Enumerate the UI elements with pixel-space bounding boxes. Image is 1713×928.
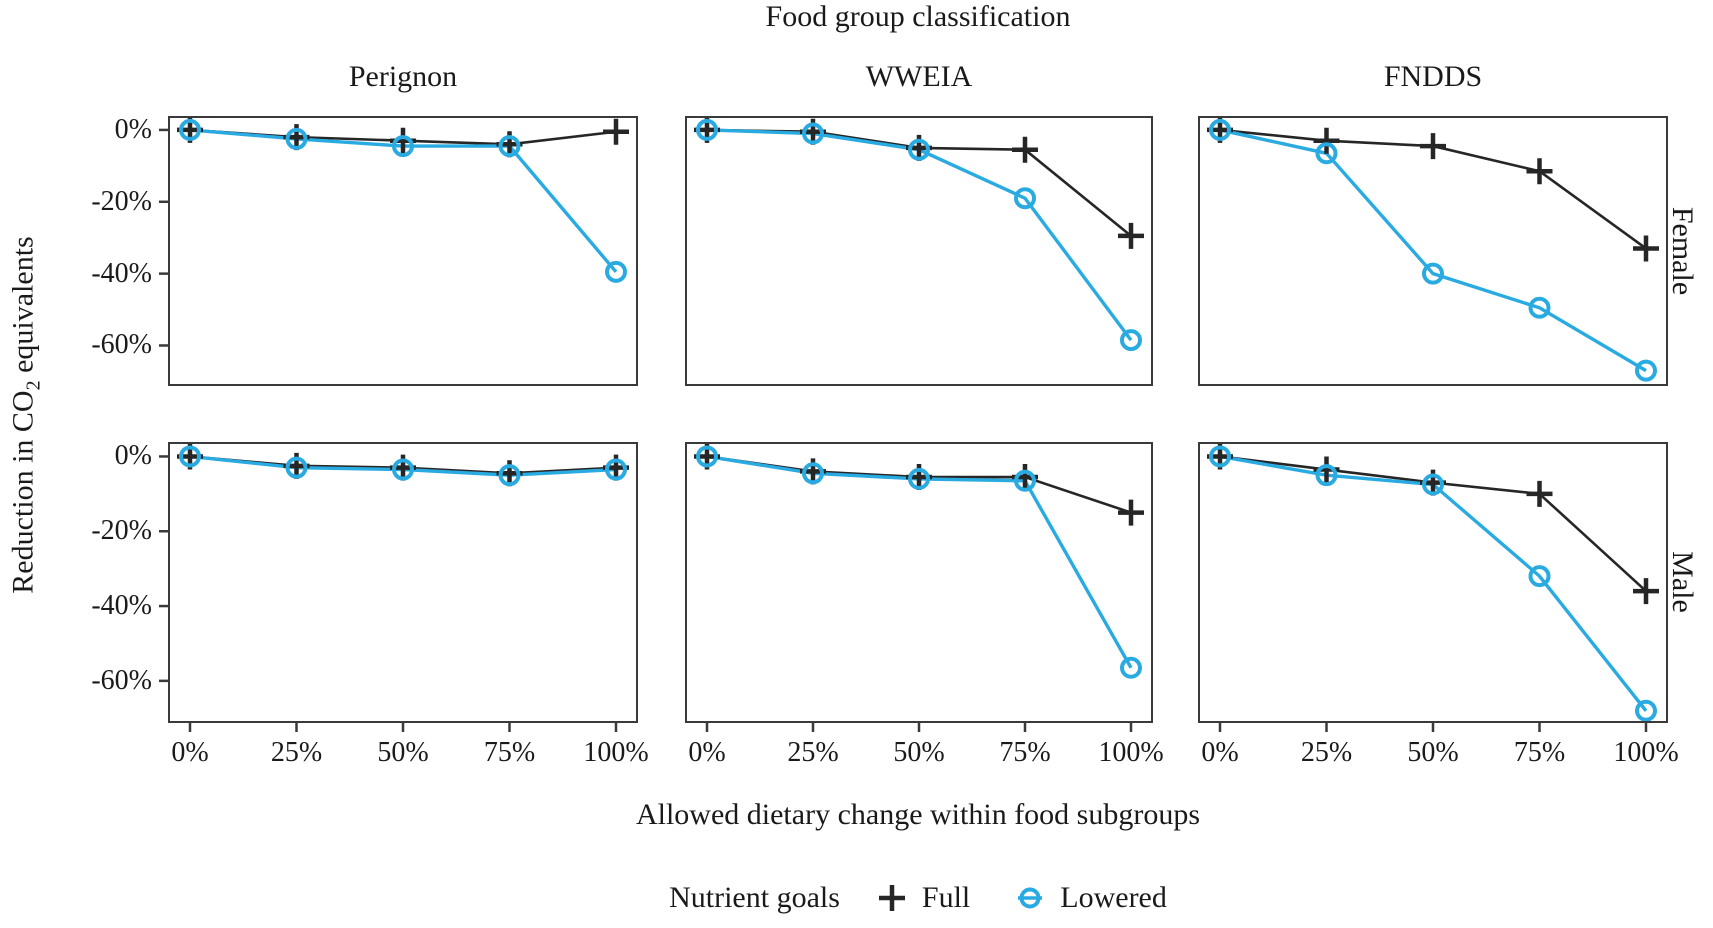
legend-item-label: Full: [921, 881, 971, 914]
lowered-marker: [392, 458, 414, 481]
column-header-perignon: Perignon: [348, 60, 458, 93]
panel-border: [1198, 442, 1668, 723]
y-axis-label-text: Reduction in CO: [6, 390, 40, 594]
lowered-marker: [605, 260, 627, 283]
lowered-marker: [1209, 445, 1231, 468]
legend-title: Nutrient goals: [669, 881, 840, 914]
x-tick-label: 75%: [483, 737, 536, 768]
y-tick-label: -60%: [91, 664, 152, 696]
panel-border: [168, 116, 638, 386]
x-tick-label: 25%: [787, 737, 839, 768]
legend: Nutrient goals Full Lowered: [169, 876, 1667, 920]
lowered-marker: [1635, 359, 1657, 382]
y-tick-label: 0%: [114, 113, 152, 145]
lowered-marker: [1120, 656, 1142, 679]
panel-border: [168, 442, 638, 723]
circle-marker-icon: [1018, 887, 1043, 909]
panel-perignon-male: [159, 442, 638, 732]
row-label-male: Male: [1666, 551, 1699, 613]
chart-title: Food group classification: [765, 0, 1071, 33]
lowered-marker: [1014, 469, 1036, 492]
lowered-marker: [1635, 699, 1657, 722]
y-tick-label: -20%: [91, 515, 152, 547]
x-tick-label: 50%: [893, 737, 945, 768]
x-tick-label: 0%: [171, 737, 209, 768]
full-marker: [1012, 136, 1038, 163]
x-axis-label: Allowed dietary change within food subgr…: [635, 798, 1201, 831]
x-tick-label: 100%: [1613, 737, 1679, 768]
lowered-marker: [696, 445, 718, 468]
x-tick-label: 100%: [1098, 737, 1164, 768]
panel-wweia-female: [685, 116, 1153, 386]
y-tick-label: -20%: [91, 185, 152, 217]
full-marker: [1633, 235, 1659, 262]
full-marker: [1313, 127, 1340, 154]
panel-fndds-female: [1198, 116, 1668, 386]
lowered-marker: [285, 127, 308, 150]
lowered-line: [1219, 128, 1647, 373]
lowered-marker: [1209, 118, 1231, 141]
x-tick-label: 25%: [1300, 737, 1353, 768]
lowered-marker: [1528, 565, 1551, 588]
y-tick-label: -60%: [91, 329, 152, 361]
lowered-marker: [1315, 464, 1338, 487]
x-tick-label: 50%: [377, 737, 429, 768]
full-marker: [1633, 578, 1659, 605]
x-tick-label: 75%: [999, 737, 1051, 768]
lowered-marker: [1422, 262, 1444, 285]
lowered-marker: [1120, 329, 1142, 352]
panel-perignon-female: [159, 116, 638, 386]
lowered-marker: [1014, 187, 1036, 210]
panel-fndds-male: [1198, 442, 1668, 732]
lowered-marker: [179, 118, 201, 141]
lowered-marker: [285, 456, 308, 479]
panel-border: [685, 442, 1153, 723]
full-marker: [1118, 222, 1144, 249]
legend-item-label: Lowered: [1060, 881, 1167, 914]
full-marker: [1526, 480, 1553, 507]
x-tick-label: 0%: [1201, 737, 1239, 768]
legend-key-lowered: Lowered: [1014, 881, 1167, 915]
lowered-marker: [498, 135, 521, 158]
lowered-marker: [696, 118, 718, 141]
legend-key-full: Full: [876, 881, 970, 915]
full-marker: [1526, 158, 1553, 185]
panel-border: [685, 116, 1153, 386]
full-marker: [1420, 133, 1446, 160]
column-header-fndds: FNDDS: [1383, 60, 1483, 93]
lowered-marker: [392, 135, 414, 158]
lowered-marker: [1315, 142, 1338, 165]
y-tick-label: 0%: [114, 440, 152, 472]
plus-marker-icon: [878, 885, 905, 911]
row-label-female: Female: [1666, 206, 1699, 296]
lowered-marker: [1528, 296, 1551, 319]
x-tick-label: 100%: [583, 737, 649, 768]
lowered-marker: [908, 138, 930, 161]
lowered-marker: [498, 464, 521, 487]
x-tick-label: 75%: [1513, 737, 1566, 768]
column-header-wweia: WWEIA: [865, 60, 973, 93]
y-axis-label-subscript: 2: [22, 380, 45, 391]
panel-wweia-male: [685, 442, 1153, 732]
lowered-marker: [802, 122, 824, 145]
x-tick-label: 50%: [1407, 737, 1459, 768]
x-tick-label: 0%: [688, 737, 726, 768]
lowered-marker: [605, 458, 627, 481]
lowered-marker: [802, 462, 824, 485]
full-marker: [1118, 499, 1144, 526]
lowered-marker: [1422, 473, 1444, 496]
lowered-marker: [179, 445, 201, 468]
y-tick-label: -40%: [91, 257, 152, 289]
x-tick-label: 25%: [270, 737, 323, 768]
lowered-line: [706, 128, 1133, 342]
lowered-marker: [908, 467, 930, 490]
full-marker: [603, 118, 629, 145]
y-tick-label: -40%: [91, 590, 152, 622]
panel-border: [1198, 116, 1668, 386]
